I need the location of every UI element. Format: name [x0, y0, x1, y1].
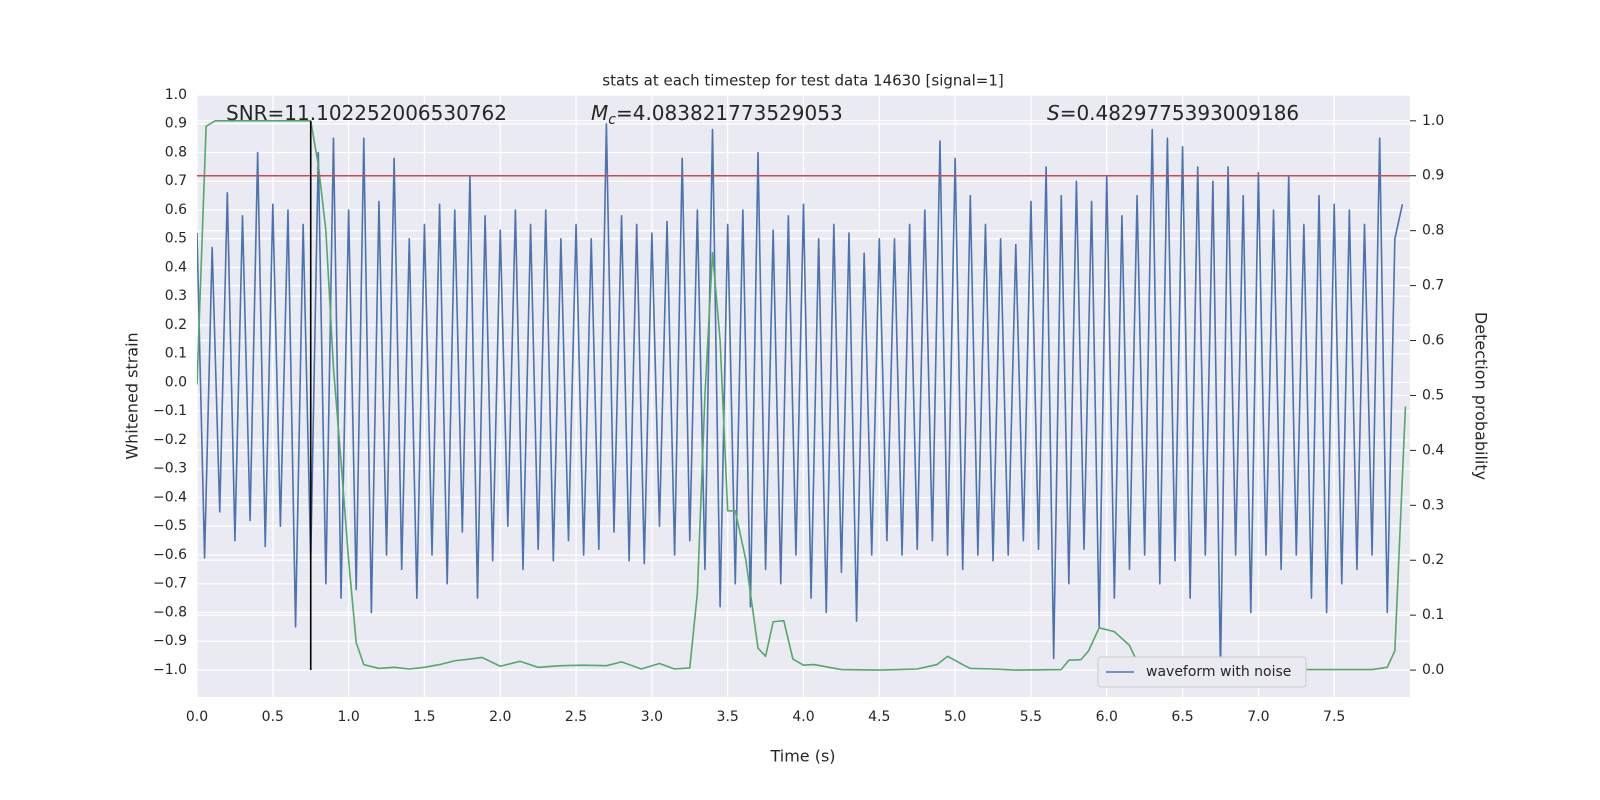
chart-title: stats at each timestep for test data 146…	[602, 72, 1003, 90]
x-axis-label: Time (s)	[769, 747, 835, 766]
x-tick-label: 4.5	[868, 709, 890, 725]
y-tick-label: −1.0	[153, 662, 187, 678]
x-tick-label: 6.5	[1171, 709, 1193, 725]
y-tick-label: 0.7	[165, 173, 187, 189]
annotation: S=0.4829775393009186	[1047, 101, 1299, 125]
y-tick-label: 0.9	[165, 116, 187, 132]
y2-tick-label: 0.9	[1422, 168, 1444, 184]
annotation-text: SNR=11.102252006530762	[226, 101, 507, 125]
annotation: Mc=4.083821773529053	[591, 101, 843, 129]
series-line	[197, 120, 1407, 671]
y2-tick-label: 0.3	[1422, 497, 1444, 513]
annotation-symbol: M	[591, 101, 608, 125]
y2-tick-label: 0.7	[1422, 278, 1444, 294]
y2-axis-label: Detection probability	[1472, 312, 1491, 480]
legend-label: waveform with noise	[1146, 664, 1291, 680]
y-tick-label: −0.5	[153, 518, 187, 534]
x-tick-label: 3.0	[641, 709, 663, 725]
y-tick-label: −0.8	[153, 604, 187, 620]
x-tick-label: 5.0	[944, 709, 966, 725]
y-tick-label: −0.1	[153, 403, 187, 419]
x-tick-label: 5.5	[1020, 709, 1042, 725]
x-tick-label: 7.5	[1323, 709, 1345, 725]
plot-area	[197, 120, 1410, 671]
x-tick-label: 4.0	[792, 709, 814, 725]
y-tick-label: 0.1	[165, 346, 187, 362]
series-line	[197, 122, 1404, 671]
y2-tick-label: 0.6	[1422, 333, 1444, 349]
annotation-text: =4.083821773529053	[616, 101, 843, 125]
x-tick-label: 1.5	[413, 709, 435, 725]
y-tick-label: 0.0	[165, 374, 187, 390]
x-tick-label: 0.0	[186, 709, 208, 725]
y-tick-label: −0.3	[153, 461, 187, 477]
y2-tick-label: 0.0	[1422, 662, 1444, 678]
y2-tick-label: 0.4	[1422, 442, 1444, 458]
x-tick-label: 2.0	[489, 709, 511, 725]
y-tick-label: 1.0	[165, 87, 187, 103]
y-tick-label: 0.2	[165, 317, 187, 333]
legend-box	[1097, 656, 1307, 688]
y-tick-label: −0.4	[153, 489, 187, 505]
x-tick-label: 6.0	[1096, 709, 1118, 725]
x-tick-label: 1.0	[337, 709, 359, 725]
y-tick-label: −0.6	[153, 547, 187, 563]
x-tick-label: 7.0	[1247, 709, 1269, 725]
y2-tick-label: 0.2	[1422, 552, 1444, 568]
y-tick-label: −0.9	[153, 633, 187, 649]
x-tick-label: 0.5	[262, 709, 284, 725]
y-tick-label: 0.6	[165, 202, 187, 218]
y-tick-label: 0.4	[165, 259, 187, 275]
y-tick-label: 0.3	[165, 288, 187, 304]
annotation-symbol: S	[1047, 101, 1060, 125]
annotation: SNR=11.102252006530762	[226, 101, 507, 125]
y-axis-label: Whitened strain	[123, 332, 142, 459]
y-tick-label: −0.7	[153, 576, 187, 592]
y-tick-label: 0.8	[165, 144, 187, 160]
y2-tick-label: 1.0	[1422, 113, 1444, 129]
y2-tick-label: 0.8	[1422, 223, 1444, 239]
x-tick-label: 3.5	[717, 709, 739, 725]
y-tick-label: 0.5	[165, 231, 187, 247]
y2-tick-label: 0.1	[1422, 607, 1444, 623]
annotation-text: =0.4829775393009186	[1060, 101, 1299, 125]
y2-tick-label: 0.5	[1422, 387, 1444, 403]
y-tick-label: −0.2	[153, 432, 187, 448]
x-tick-label: 2.5	[565, 709, 587, 725]
annotation-subscript: c	[608, 112, 616, 128]
